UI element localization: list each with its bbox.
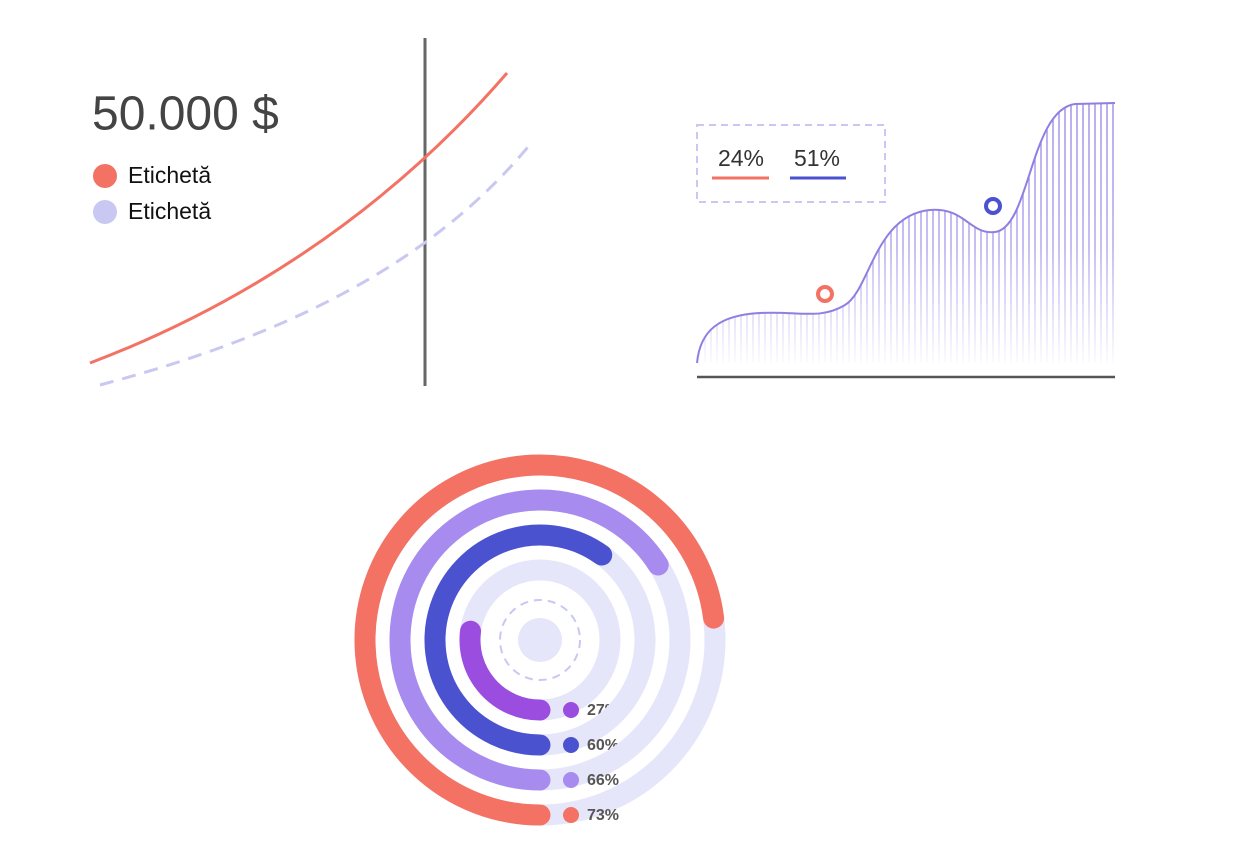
legend-label: Etichetă: [128, 198, 211, 224]
legend-dot: [93, 200, 117, 224]
value-label: 66%: [587, 772, 619, 789]
label-dot: [563, 737, 579, 753]
label-dot: [563, 702, 579, 718]
ring-bar: [389, 489, 669, 791]
line-illustration: 50.000 $ Etichetă Etichetă: [89, 38, 534, 387]
point-marker: [816, 285, 834, 303]
legend-value: 51%: [794, 145, 840, 171]
legend-value: 24%: [718, 145, 764, 171]
red-curve: [89, 72, 509, 365]
area-fill: [697, 103, 1115, 363]
area-curve: [696, 102, 1116, 364]
ring-bar: [354, 454, 725, 826]
label-dot: [563, 772, 579, 788]
ring-bar: [424, 524, 613, 756]
point-marker: [984, 197, 1002, 215]
center-ring: [499, 599, 581, 681]
legend-label: Etichetă: [128, 162, 211, 188]
radial-chart: 27%60%66%73%: [354, 454, 726, 826]
ring-bar: [459, 620, 551, 721]
headline: 50.000 $: [92, 88, 279, 141]
value-label: 73%: [587, 807, 619, 824]
label-dot: [563, 807, 579, 823]
center-dot: [518, 618, 562, 662]
legend-box: [696, 124, 886, 203]
area-illustration: 24% 51%: [696, 102, 1116, 379]
legend-dot: [93, 164, 117, 188]
